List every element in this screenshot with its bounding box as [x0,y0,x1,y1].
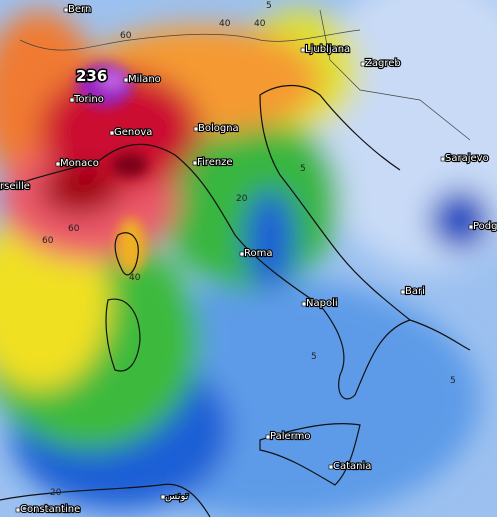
city-label: Roma [244,248,273,259]
city-marker [300,47,306,53]
coastlines [0,84,471,517]
city-label: Napoli [306,298,338,309]
city-marker [301,301,307,307]
contour-label: 5 [300,164,306,174]
city-label: Constantine [20,504,80,515]
city-label: Palermo [270,431,310,442]
contour-label: 5 [450,376,456,386]
city-marker [468,224,474,230]
city-marker [239,251,245,257]
city-marker [69,97,75,103]
city-label: Milano [128,74,161,85]
city-label: Zagreb [365,58,401,69]
city-label: rseille [0,181,30,192]
city-marker [109,130,115,136]
contour-label: 60 [120,31,132,41]
city-marker [360,61,366,67]
contour-label: 20 [50,488,62,498]
city-marker [15,507,21,513]
contour-label: 40 [254,19,266,29]
contour-label: 60 [42,236,54,246]
city-label: Bari [405,286,425,297]
city-marker [192,160,198,166]
city-label: Genova [114,127,152,138]
city-marker [265,434,271,440]
city-label: Ljubljana [305,44,350,55]
city-label: Torino [73,94,104,105]
city-marker [193,126,199,132]
city-marker [123,77,129,83]
contour-label: 40 [219,19,231,29]
contour-label: 5 [266,1,272,11]
city-label: Bern [68,4,91,15]
city-label: Monaco [60,158,99,169]
city-marker [328,464,334,470]
contour-label: 5 [311,352,317,362]
city-marker [160,494,166,500]
contour-label: 40 [129,273,141,283]
city-marker [440,156,446,162]
city-label: Sarajevo [445,153,489,164]
city-label: Catania [333,461,371,472]
borders [19,9,471,141]
city-label: Firenze [197,157,233,168]
city-label: Podg [473,221,497,232]
city-label: تونس [165,491,189,502]
city-marker [400,289,406,295]
max-value: 236 [76,67,107,85]
city-marker [55,161,61,167]
contour-label: 20 [236,194,248,204]
city-marker [63,7,69,13]
city-labels: Bern Torino Milano Genova Monaco rseille Bolog… [0,3,497,516]
contour-label: 60 [68,224,80,234]
city-label: Bologna [198,123,239,134]
